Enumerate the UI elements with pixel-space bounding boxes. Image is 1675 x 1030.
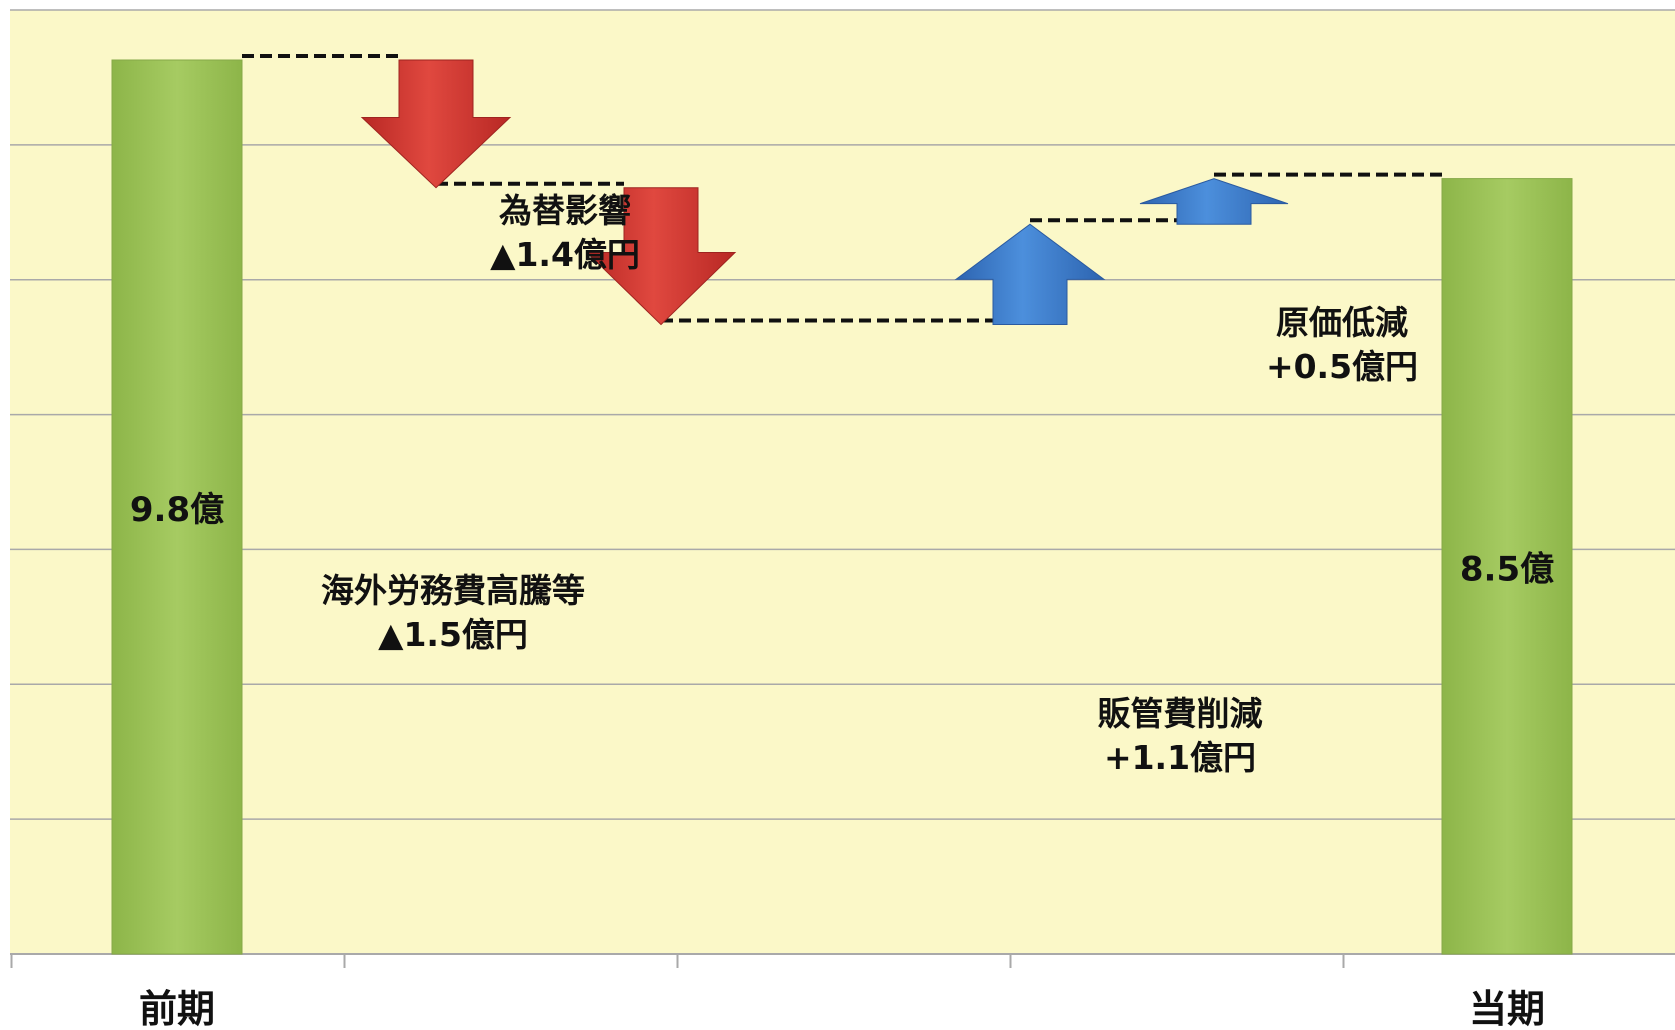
step-label: 為替影響: [499, 191, 631, 230]
x-axis-ticks: [10, 954, 1345, 968]
total-bar-value-label: 8.5億: [1460, 549, 1554, 589]
step-value-label: +1.1億円: [1104, 738, 1256, 777]
x-tick-label: 当期: [1469, 987, 1545, 1030]
gridlines: [10, 9, 1675, 955]
connector-lines: [242, 54, 1442, 323]
decrease-arrow: [585, 187, 737, 326]
total-bar-value-label: 9.8億: [130, 490, 224, 530]
step-label: 販管費削減: [1098, 694, 1263, 733]
decrease-arrow: [360, 59, 512, 189]
step-value-label: ▲1.5億円: [378, 615, 528, 654]
total-bar: [1441, 178, 1573, 955]
x-tick-label: 前期: [139, 987, 215, 1030]
increase-arrow: [1139, 178, 1289, 225]
plot-background: [10, 10, 1675, 954]
chart-marks: [111, 59, 1573, 955]
total-bar: [111, 59, 243, 955]
step-label: 海外労務費高騰等: [321, 571, 585, 610]
step-value-label: +0.5億円: [1266, 347, 1418, 386]
increase-arrow: [954, 223, 1106, 326]
step-value-label: ▲1.4億円: [490, 235, 640, 274]
step-label: 原価低減: [1276, 303, 1408, 342]
